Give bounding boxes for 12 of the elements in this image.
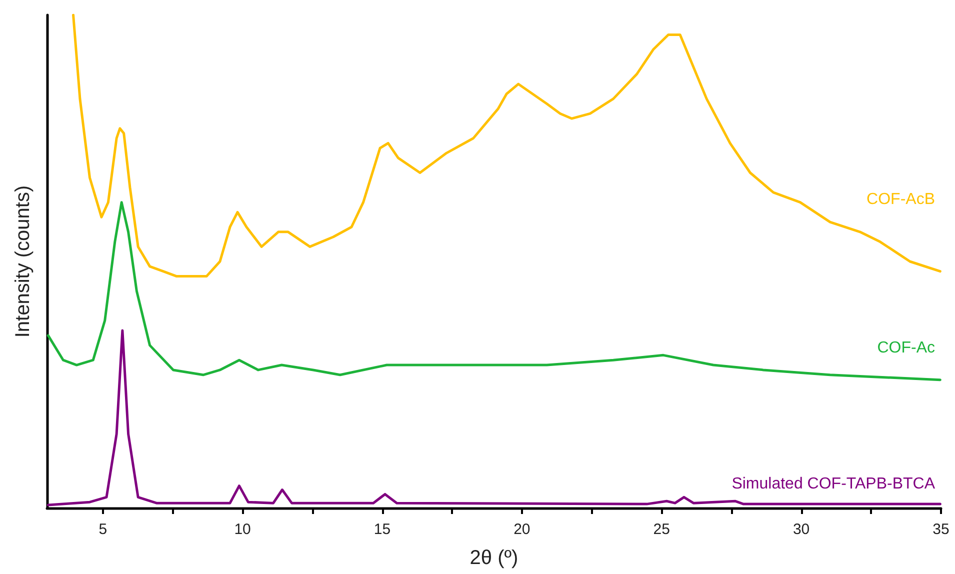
series-label: COF-Ac	[877, 339, 936, 356]
x-tick-label: 15	[374, 521, 391, 538]
x-tick-label: 20	[514, 521, 530, 538]
series-label: Simulated COF-TAPB-BTCA	[732, 476, 936, 493]
y-axis-title: Intensity (counts)	[12, 185, 34, 338]
x-tick-label: 25	[653, 521, 670, 538]
x-tick-label: 5	[98, 521, 108, 538]
x-axis-title: 2θ (º)	[470, 547, 518, 569]
series-label: COF-AcB	[866, 190, 936, 208]
x-tick-label: 35	[932, 521, 950, 538]
x-tick-label: 30	[792, 521, 810, 538]
x-tick-label: 10	[234, 521, 251, 538]
